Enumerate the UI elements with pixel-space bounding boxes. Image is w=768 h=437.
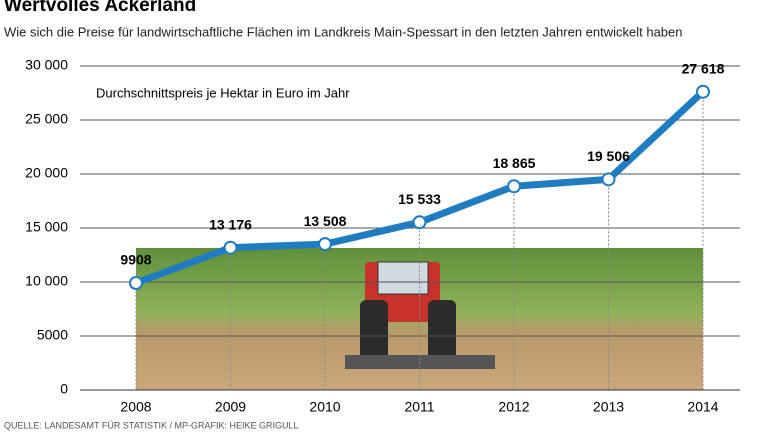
value-label: 9908	[120, 252, 151, 268]
point	[507, 179, 521, 194]
y-tick-label: 30 000	[25, 57, 68, 73]
value-label: 27 618	[682, 60, 725, 76]
annotation: Durchschnittspreis je Hektar in Euro im …	[96, 85, 350, 100]
value-label: 15 533	[398, 191, 441, 207]
x-tick-label: 2013	[593, 399, 624, 415]
x-tick-label: 2011	[404, 399, 434, 415]
point	[696, 84, 710, 99]
value-label: 13 176	[209, 216, 252, 232]
chart-subtitle: Wie sich die Preise für landwirtschaftli…	[4, 24, 683, 39]
y-tick-label: 25 000	[25, 111, 68, 127]
y-tick-label: 20 000	[25, 165, 68, 181]
y-tick-label: 10 000	[25, 273, 68, 289]
point	[223, 240, 238, 255]
x-tick-label: 2008	[120, 399, 151, 415]
value-label: 13 508	[304, 213, 347, 229]
x-tick-label: 2014	[687, 399, 718, 415]
y-tick-label: 0	[60, 381, 68, 397]
point	[129, 275, 143, 290]
x-tick-label: 2012	[498, 399, 529, 415]
x-tick-label: 2009	[215, 399, 246, 415]
source: QUELLE: LANDESAMT FÜR STATISTIK / MP-GRA…	[4, 420, 299, 430]
annotation-box	[86, 78, 404, 110]
point	[318, 237, 332, 252]
y-tick-label: 5000	[37, 327, 68, 343]
x-tick-label: 2010	[309, 399, 340, 415]
y-tick-label: 15 000	[25, 219, 68, 235]
point	[412, 215, 427, 230]
value-label: 18 865	[493, 155, 536, 171]
value-label: 19 506	[587, 148, 630, 164]
chart-title: Wertvolles Ackerland	[4, 0, 196, 16]
point	[601, 172, 616, 187]
